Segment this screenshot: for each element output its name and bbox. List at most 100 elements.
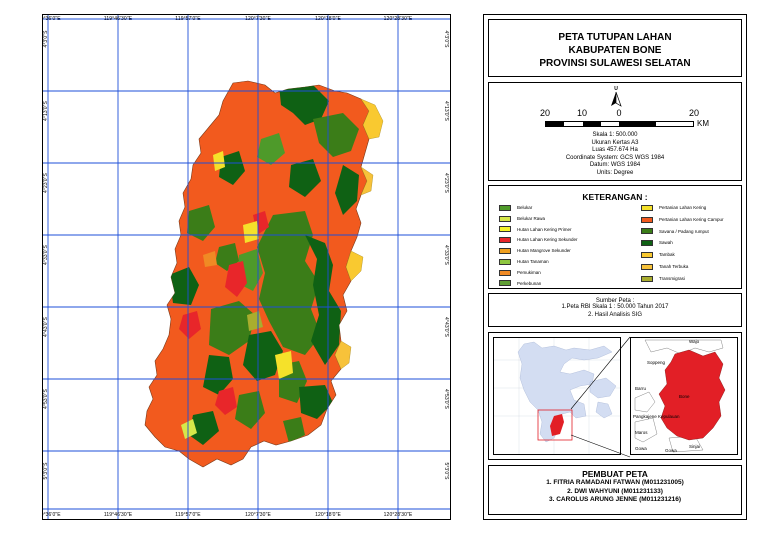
inset-label-maros: Maros <box>635 430 648 435</box>
north-arrow-icon: U <box>606 86 626 110</box>
maker-member-2: 2. DWI WAHYUNI (M011231133) <box>567 487 663 495</box>
legend-swatch <box>641 275 653 282</box>
legend-swatch <box>641 263 653 270</box>
scale-unit: KM <box>697 119 709 128</box>
coord-label-right: 5°13'0"S <box>443 519 449 520</box>
maker-title: PEMBUAT PETA <box>582 469 648 479</box>
coord-label-left: 4°33'0"S <box>43 245 49 265</box>
coord-label-left: 5°3'0"S <box>43 462 49 480</box>
map-title-line-2: KABUPATEN BONE <box>568 45 662 56</box>
scale-label-10: 10 <box>576 108 588 118</box>
map-layout-panel: PETA TUTUPAN LAHAN KABUPATEN BONE PROVIN… <box>483 14 747 520</box>
coord-label-left: 4°53'0"S <box>43 389 49 409</box>
info-line: Ukuran Kertas A3 <box>591 139 639 146</box>
legend-swatch <box>499 269 511 276</box>
legend-item: Tambak <box>641 251 675 258</box>
legend-label: Tanah Terbuka <box>659 264 689 269</box>
legend-item: Pertanian Lahan Kering Campur <box>641 216 724 223</box>
map-title-line-1: PETA TUTUPAN LAHAN <box>558 32 672 43</box>
inset-connector <box>570 336 631 458</box>
inset-label-pangkajene: Pangkajene Kepulauan <box>633 414 680 419</box>
coord-label-top: 119°36'0"E <box>43 16 61 22</box>
coord-label-left: 4°43'0"S <box>43 317 49 337</box>
map-info: Skala 1: 500.000 Ukuran Kertas A3 Luas 4… <box>489 132 741 177</box>
legend-label: Sawah <box>659 240 673 246</box>
inset-label-soppeng: Soppeng <box>647 360 666 365</box>
maker-member-3: 3. CAROLUS ARUNG JENNE (M011231216) <box>549 496 681 503</box>
info-line: Datum: WGS 1984 <box>589 162 641 168</box>
legend-label: Pemukiman <box>517 269 541 275</box>
land-cover-map[interactable]: 119°36'0"E 119°36'0"E 119°46'30"E 119°46'30… <box>42 14 451 520</box>
map-title-line-3: PROVINSI SULAWESI SELATAN <box>539 58 691 69</box>
coord-label-bottom: 119°36'0"E <box>43 512 61 518</box>
inset-label-barru: Barru <box>635 386 647 391</box>
info-line: Units: Degree <box>596 169 634 176</box>
scale-label-0: 0 <box>616 108 622 118</box>
legend-item: Perkebunan <box>499 280 541 287</box>
source-line-1: 1.Peta RBI Skala 1 : 50.000 Tahun 2017 <box>561 304 669 310</box>
coord-label-top: 120°7'30"E <box>245 16 271 22</box>
scale-label-20-right: 20 <box>688 108 700 118</box>
inset-label-gowa-bottom: Gowa <box>665 448 677 453</box>
map-canvas[interactable] <box>43 15 450 519</box>
coordinate-grid <box>43 15 450 519</box>
legend-swatch <box>499 237 511 244</box>
legend-swatch <box>641 240 653 247</box>
legend-label: Tambak <box>659 252 675 258</box>
coord-label-top: 119°57'0"E <box>175 16 201 22</box>
coord-label-bottom: 120°18'0"E <box>315 512 341 518</box>
coord-label-right: 4°13'0"S <box>443 101 449 121</box>
legend-item: Hutan Tanaman <box>499 258 549 265</box>
legend-swatch <box>499 204 511 211</box>
inset-sulawesi-map[interactable] <box>493 337 621 455</box>
scale-box: U 20 10 0 20 KM Skala 1: 500.000 Ukuran … <box>488 82 742 181</box>
maker-member-1: 1. FITRIA RAMADANI FATWAN (M011231005) <box>546 479 684 486</box>
legend-item: Hutan Lahan Kering Sekunder <box>499 236 578 244</box>
legend-item: Tanah Terbuka <box>641 263 688 270</box>
legend-label: Belukar Rawa <box>517 215 546 221</box>
info-line: Skala 1: 500.000 <box>592 132 638 138</box>
legend-swatch <box>499 226 511 233</box>
legend-swatch <box>499 248 511 254</box>
source-box: Sumber Peta : 1.Peta RBI Skala 1 : 50.00… <box>488 293 742 327</box>
legend-swatch <box>499 280 511 287</box>
coord-label-top: 119°46'30"E <box>103 16 133 22</box>
legend-label: Transmigrasi <box>659 275 685 281</box>
legend-swatch <box>641 228 653 235</box>
coord-label-right: 4°33'0"S <box>443 245 449 265</box>
coord-label-bottom: 119°57'0"E <box>175 512 201 518</box>
legend-item: Hutan Mangrove Sekunder <box>499 247 571 254</box>
coord-label-right: 4°23'0"S <box>443 173 449 193</box>
legend-title: KETERANGAN : <box>582 192 648 202</box>
inset-label-wajo: Wajo <box>689 339 700 344</box>
legend-label: Hutan Tanaman <box>517 259 549 264</box>
legend-label: Perkebunan <box>517 280 542 286</box>
coord-label-bottom: 120°7'30"E <box>245 512 271 518</box>
bone-regency-land[interactable] <box>144 80 384 468</box>
coord-label-left: 5°13'0"S <box>43 519 49 520</box>
legend-label: Savana / Padang rumput <box>659 228 709 234</box>
inset-label-bone: Bone <box>679 394 690 399</box>
legend-label: Belukar <box>517 205 533 210</box>
scale-label-20-left: 20 <box>539 108 551 118</box>
legend-item: Sawah <box>641 239 673 247</box>
source-title: Sumber Peta : <box>595 298 635 304</box>
inset-bone-detail-map[interactable]: Wajo Soppeng Barru Bone Pangkajene Kepul… <box>630 337 738 455</box>
coord-label-top: 120°18'0"E <box>315 16 341 22</box>
source-line-2: 2. Hasil Analisis SIG <box>587 311 643 318</box>
info-line: Luas 457.674 Ha <box>592 147 638 153</box>
north-label: U <box>614 86 618 92</box>
legend-item: Belukar <box>499 204 532 211</box>
coord-label-right: 4°53'0"S <box>443 389 449 409</box>
legend-box: KETERANGAN : Belukar Belukar Rawa Hutan La… <box>488 185 742 289</box>
legend-label: Pertanian Lahan Kering Campur <box>659 216 724 222</box>
legend-item: Transmigrasi <box>641 275 685 282</box>
coord-label-right: 4°43'0"S <box>443 317 449 337</box>
legend-item: Pemukiman <box>499 269 541 276</box>
legend-swatch <box>499 258 511 265</box>
coord-label-top: 120°28'30"E <box>383 16 413 22</box>
legend-label: Hutan Mangrove Sekunder <box>517 248 571 254</box>
legend-item: Savana / Padang rumput <box>641 228 709 235</box>
inset-box: Wajo Soppeng Barru Bone Pangkajene Kepul… <box>488 332 742 460</box>
legend-label: Pertanian Lahan Kering <box>659 205 707 210</box>
